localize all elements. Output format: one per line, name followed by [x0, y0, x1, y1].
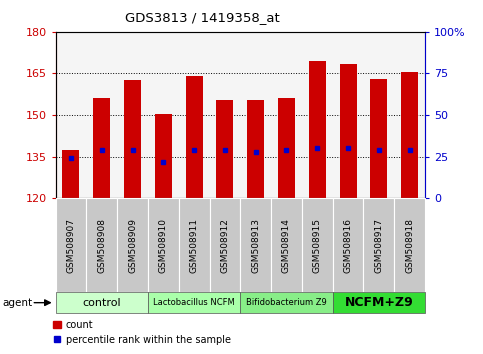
Bar: [93, 98, 110, 198]
Text: Lactobacillus NCFM: Lactobacillus NCFM: [153, 298, 235, 307]
Bar: [340, 64, 356, 198]
Bar: [309, 61, 326, 198]
Text: GSM508911: GSM508911: [190, 218, 199, 273]
Text: GSM508915: GSM508915: [313, 218, 322, 273]
Text: NCFM+Z9: NCFM+Z9: [344, 296, 413, 309]
Text: GSM508909: GSM508909: [128, 218, 137, 273]
Text: Bifidobacterium Z9: Bifidobacterium Z9: [246, 298, 327, 307]
Text: GSM508908: GSM508908: [97, 218, 106, 273]
Bar: [247, 100, 264, 198]
Text: GSM508917: GSM508917: [374, 218, 384, 273]
Bar: [216, 100, 233, 198]
Text: GSM508918: GSM508918: [405, 218, 414, 273]
Text: GSM508912: GSM508912: [220, 218, 229, 273]
Bar: [62, 150, 79, 198]
Text: agent: agent: [2, 298, 32, 308]
Text: GSM508910: GSM508910: [159, 218, 168, 273]
Bar: [155, 114, 172, 198]
Text: GSM508907: GSM508907: [67, 218, 75, 273]
Bar: [185, 76, 202, 198]
Bar: [370, 79, 387, 198]
Bar: [278, 98, 295, 198]
Text: GSM508914: GSM508914: [282, 218, 291, 273]
Bar: [401, 72, 418, 198]
Text: GSM508916: GSM508916: [343, 218, 353, 273]
Text: GSM508913: GSM508913: [251, 218, 260, 273]
Legend: count, percentile rank within the sample: count, percentile rank within the sample: [53, 320, 231, 345]
Bar: [124, 80, 141, 198]
Text: control: control: [83, 298, 121, 308]
Text: GDS3813 / 1419358_at: GDS3813 / 1419358_at: [126, 11, 280, 24]
